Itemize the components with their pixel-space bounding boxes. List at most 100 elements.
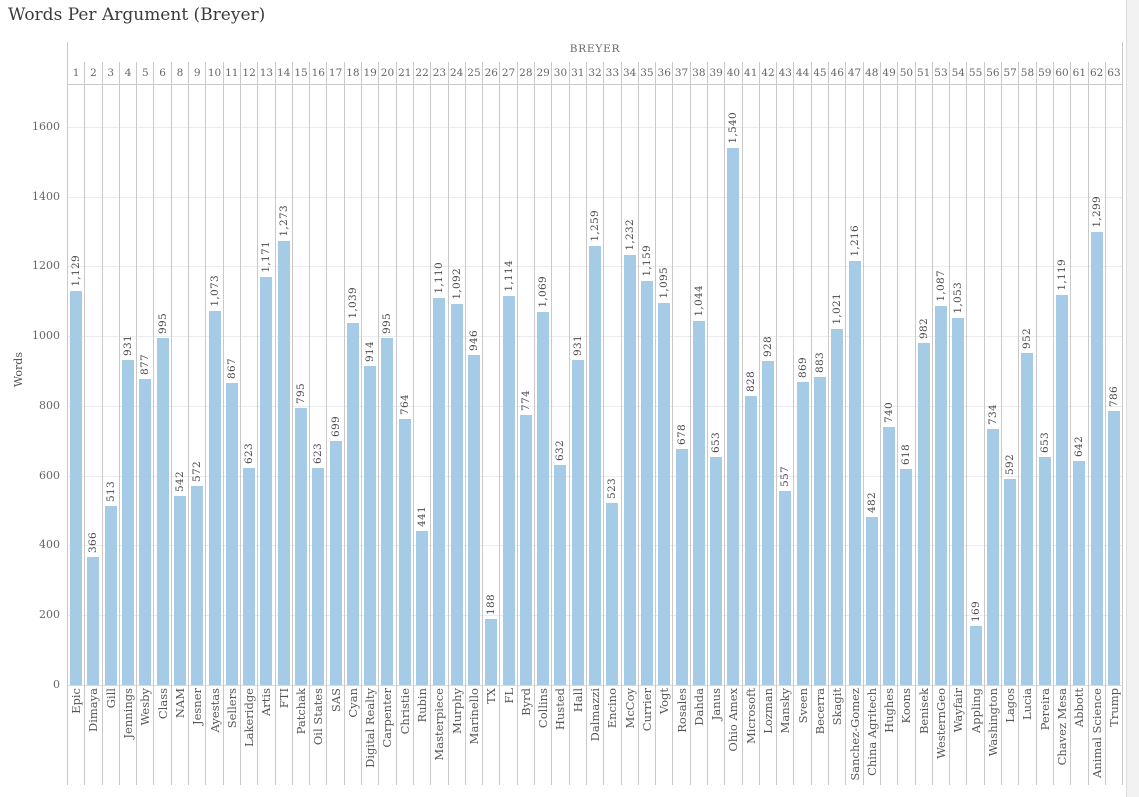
bar-wayfair[interactable]	[952, 318, 965, 685]
bar-currier[interactable]	[640, 281, 653, 685]
bar-value-label: 188	[485, 594, 498, 615]
bar-column: 62 1,299 Animal Science	[1088, 62, 1106, 785]
column-number: 20	[379, 62, 396, 85]
bar-trump[interactable]	[1107, 411, 1120, 685]
column-plot-area: 1,299	[1089, 85, 1105, 685]
bar-animal-science[interactable]	[1090, 232, 1103, 685]
category-label: TX	[484, 688, 499, 704]
bar-column: 45 883 Becerra	[811, 62, 830, 785]
column-label-area: Patchak	[293, 685, 309, 785]
column-label-area: McCoy	[622, 685, 638, 785]
column-number: 32	[586, 62, 604, 85]
bar-jennings[interactable]	[122, 360, 135, 685]
bar-column: 11 867 Sellers	[223, 62, 241, 785]
column-plot-area: 482	[864, 85, 880, 685]
bar-value-label: 366	[87, 532, 100, 553]
bar-china-agritech[interactable]	[865, 517, 878, 685]
bar-lakeridge[interactable]	[243, 468, 256, 685]
column-label-area: NAM	[172, 685, 188, 785]
bar-murphy[interactable]	[450, 304, 463, 685]
bar-dahda[interactable]	[692, 321, 705, 685]
bar-value-label: 632	[554, 440, 567, 461]
bar-mansky[interactable]	[779, 491, 792, 685]
gridline-1400	[67, 197, 1123, 198]
bar-koons[interactable]	[900, 469, 913, 685]
bar-chavez-mesa[interactable]	[1056, 295, 1069, 685]
column-label-area: Animal Science	[1089, 685, 1105, 785]
bar-skagit[interactable]	[831, 329, 844, 685]
bar-janus[interactable]	[710, 457, 723, 685]
bar-husted[interactable]	[554, 465, 567, 685]
bar-sas[interactable]	[329, 441, 342, 685]
bar-fl[interactable]	[502, 296, 515, 685]
bar-appling[interactable]	[969, 626, 982, 685]
bar-dalmazzi[interactable]	[589, 246, 602, 685]
bar-sanchez-gomez[interactable]	[848, 261, 861, 685]
column-plot-area: 946	[466, 85, 482, 685]
bar-lozman[interactable]	[762, 361, 775, 685]
bar-nam[interactable]	[173, 496, 186, 685]
bar-sellers[interactable]	[225, 383, 238, 685]
bar-mccoy[interactable]	[623, 255, 636, 685]
y-tick-label-1000: 1000	[32, 329, 60, 342]
bar-marinello[interactable]	[467, 355, 480, 685]
column-plot-area: 786	[1106, 85, 1122, 685]
bar-jesner[interactable]	[191, 486, 204, 685]
bar-column: 9 572 Jesner	[189, 62, 207, 785]
bar-column: 42 928 Lozman	[759, 62, 778, 785]
column-number: 50	[898, 62, 915, 85]
column-plot-area: 557	[777, 85, 793, 685]
column-label-area: Wesby	[137, 685, 153, 785]
bar-microsoft[interactable]	[744, 396, 757, 685]
category-label: Sellers	[224, 688, 239, 729]
bar-pereira[interactable]	[1038, 457, 1051, 685]
category-label: Artis	[259, 688, 274, 717]
bar-epic[interactable]	[70, 291, 83, 685]
bar-column: 46 1,021 Skagit	[829, 62, 847, 785]
bar-gill[interactable]	[104, 506, 117, 685]
bar-washington[interactable]	[986, 429, 999, 685]
bar-encino[interactable]	[606, 503, 619, 685]
column-number: 17	[327, 62, 344, 85]
vertical-scrollbar[interactable]	[1126, 0, 1139, 797]
bar-oil-states[interactable]	[312, 468, 325, 685]
bar-hughes[interactable]	[883, 427, 896, 685]
bar-column: 30 632 Husted	[552, 62, 570, 785]
bar-masterpiece[interactable]	[433, 298, 446, 685]
bar-sveen[interactable]	[796, 382, 809, 685]
bar-ohio-amex[interactable]	[727, 148, 740, 685]
bar-christie[interactable]	[398, 419, 411, 685]
bar-dimaya[interactable]	[87, 557, 100, 685]
column-plot-area: 883	[812, 85, 828, 685]
bar-rubin[interactable]	[416, 531, 429, 685]
bar-column: 32 1,259 Dalmazzi	[586, 62, 605, 785]
bar-lagos[interactable]	[1004, 479, 1017, 685]
bar-carpenter[interactable]	[381, 338, 394, 685]
plot-right-border	[1122, 42, 1123, 62]
bar-becerra[interactable]	[813, 377, 826, 685]
bar-abbott[interactable]	[1073, 461, 1086, 685]
bar-hall[interactable]	[571, 360, 584, 685]
bar-byrd[interactable]	[519, 415, 532, 685]
bar-benisek[interactable]	[917, 343, 930, 685]
bar-cyan[interactable]	[346, 323, 359, 685]
bar-rosales[interactable]	[675, 449, 688, 685]
bar-digital-realty[interactable]	[364, 366, 377, 685]
column-number: 8	[171, 62, 189, 85]
bar-ayestas[interactable]	[208, 311, 221, 685]
column-label-area: Lakeridge	[241, 685, 257, 785]
bar-lucia[interactable]	[1021, 353, 1034, 685]
bar-collins[interactable]	[537, 312, 550, 685]
bar-column: 19 914 Digital Realty	[362, 62, 380, 785]
bar-patchak[interactable]	[295, 408, 307, 685]
bar-fti[interactable]	[277, 241, 290, 685]
bar-class[interactable]	[156, 338, 169, 685]
bar-artis[interactable]	[260, 277, 273, 685]
bar-wesby[interactable]	[139, 379, 152, 685]
column-plot-area: 867	[224, 85, 240, 685]
bar-westerngeo[interactable]	[934, 306, 947, 685]
bar-tx[interactable]	[485, 619, 498, 685]
column-plot-area: 1,119	[1054, 85, 1070, 685]
column-number: 28	[517, 62, 535, 85]
bar-vogt[interactable]	[658, 303, 671, 685]
